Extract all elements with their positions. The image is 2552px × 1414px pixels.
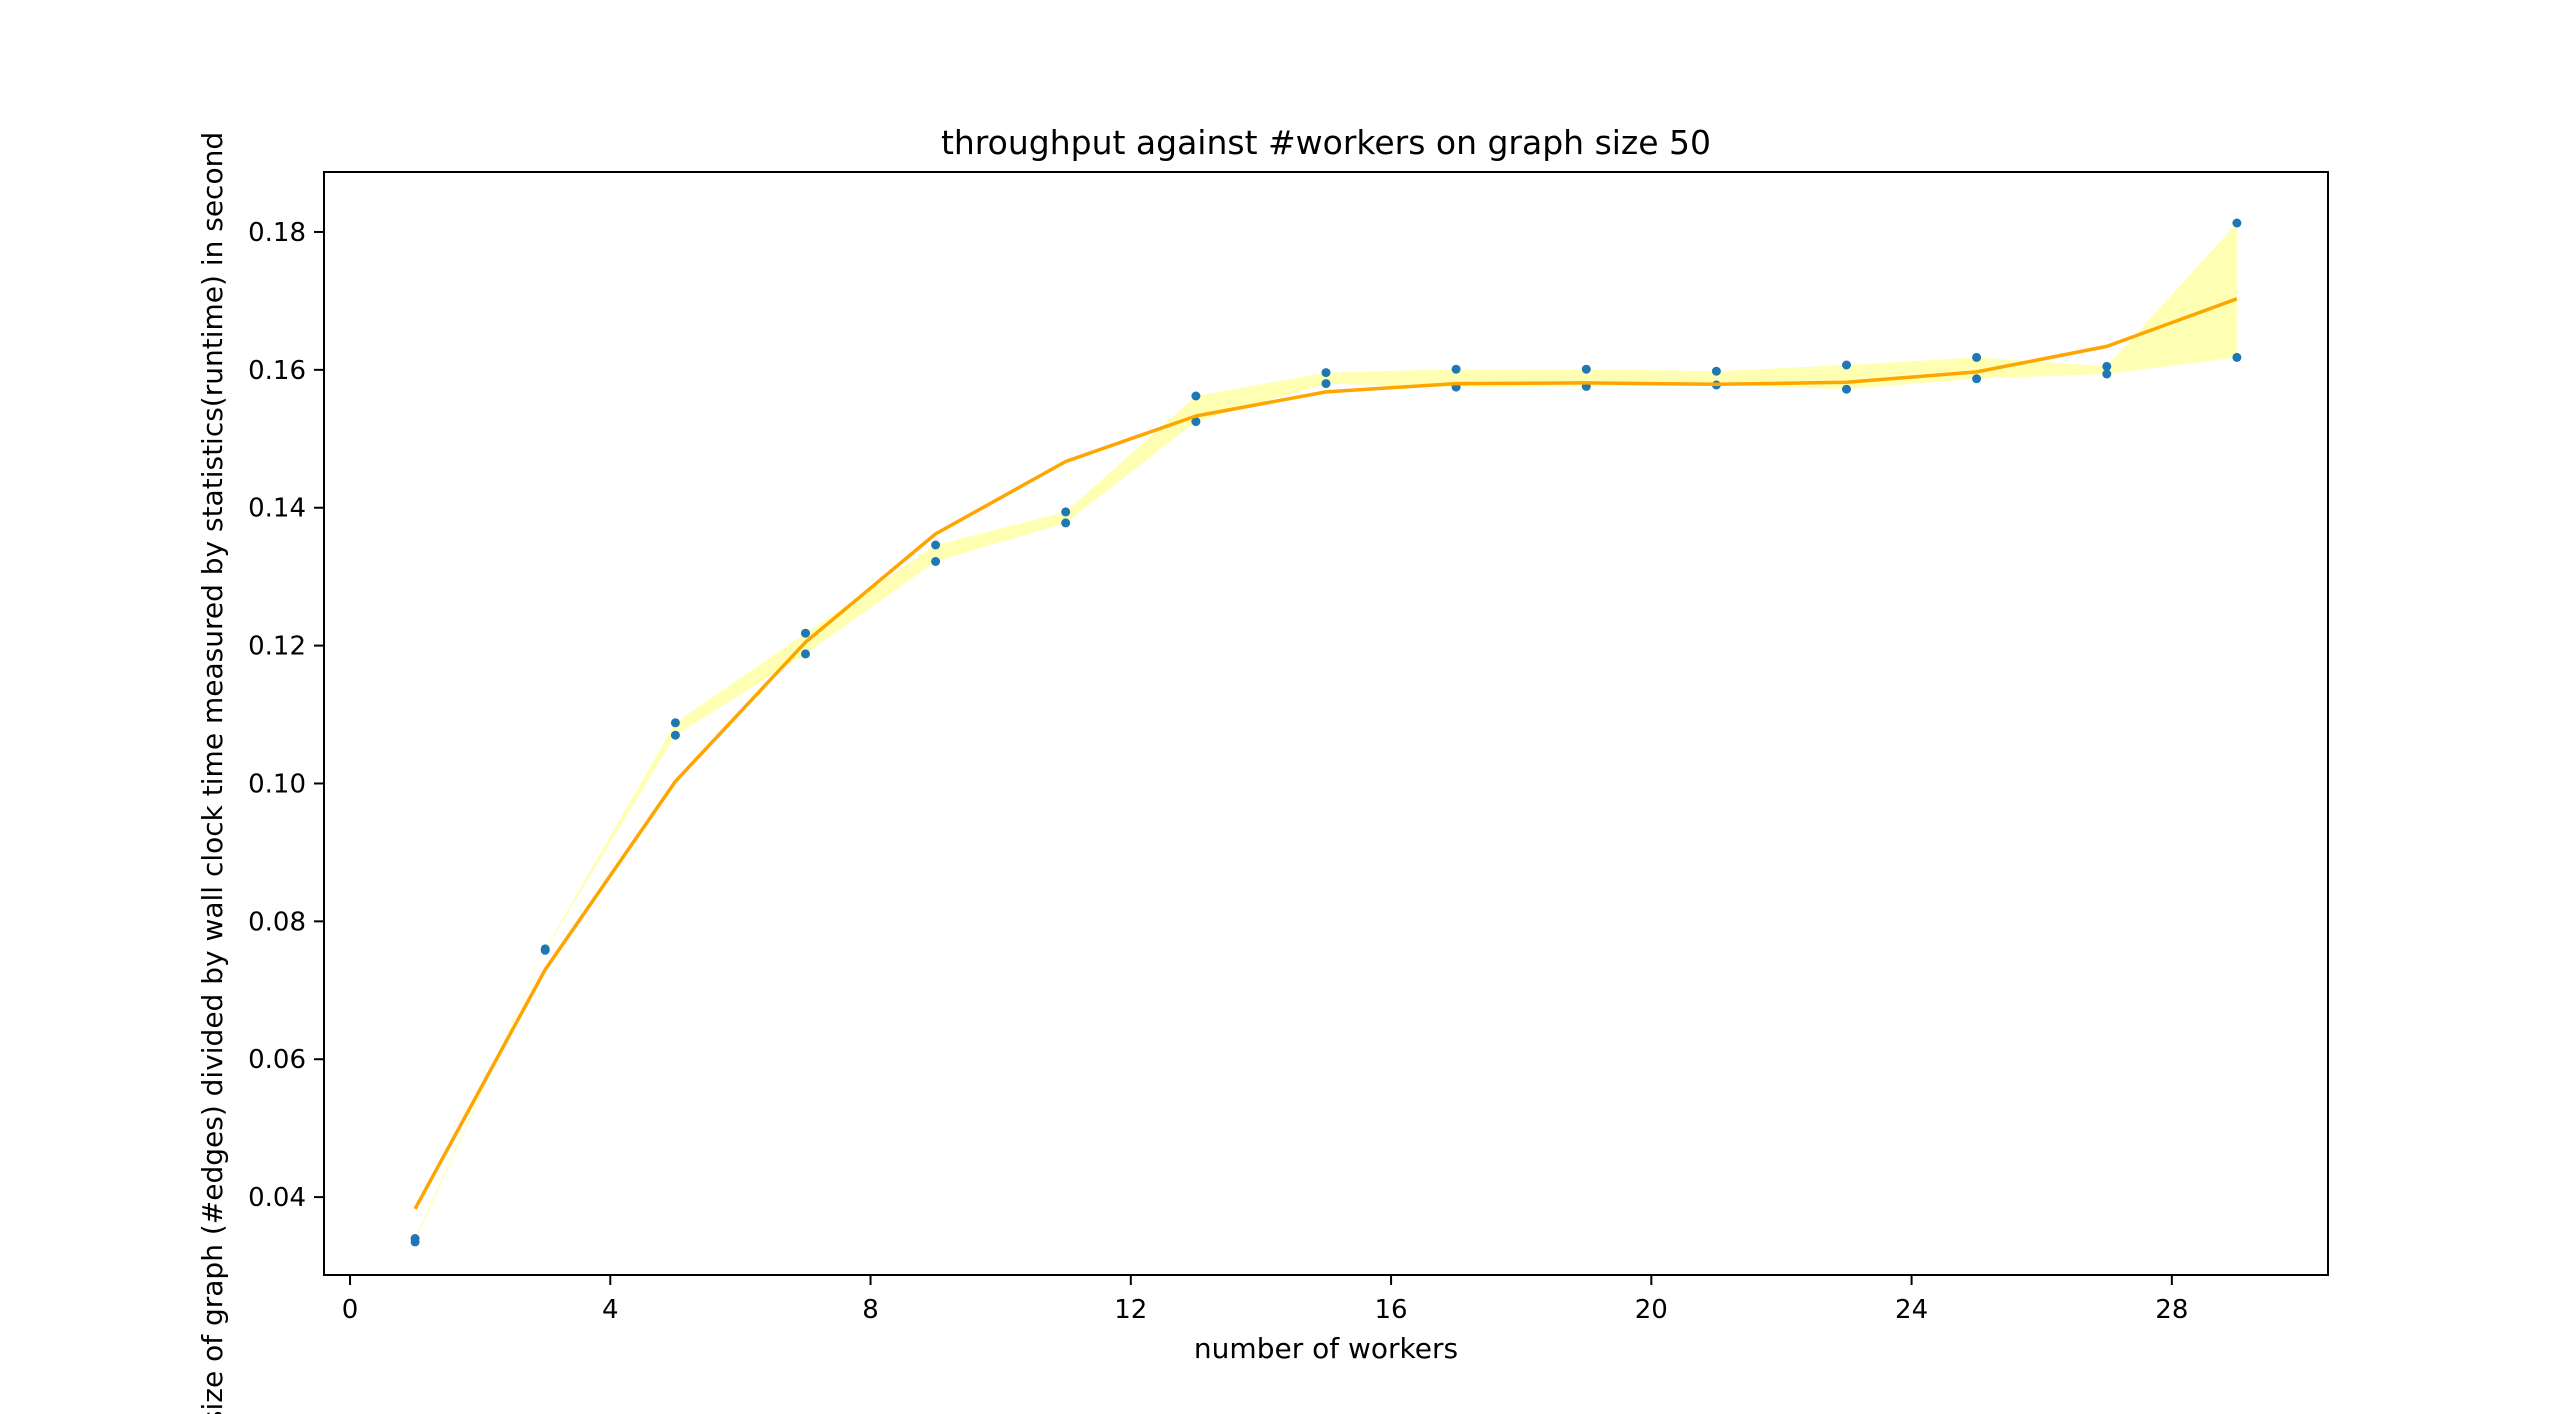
y-tick-label: 0.14 (248, 494, 306, 524)
data-point (1321, 379, 1331, 389)
y-axis-label: size of graph (#edges) divided by wall c… (196, 132, 229, 1414)
data-point (801, 628, 810, 638)
x-tick-label: 4 (602, 1295, 619, 1325)
data-point (1842, 360, 1851, 370)
x-tick-label: 28 (2155, 1295, 2188, 1325)
x-tick-label: 20 (1635, 1295, 1668, 1325)
axes-frame (323, 171, 2329, 1276)
x-axis-label: number of workers (1194, 1332, 1458, 1365)
y-tick-label: 0.10 (248, 769, 306, 799)
chart-title: throughput against #workers on graph siz… (941, 123, 1711, 162)
data-point (931, 557, 941, 566)
fit-line (413, 297, 2238, 1210)
data-point (931, 540, 941, 550)
data-point (1972, 352, 1982, 362)
x-tick-label: 12 (1114, 1295, 1147, 1325)
y-tick-label: 0.16 (248, 356, 306, 386)
x-axis-ticks: 0 4 8 12 16 20 24 28 (342, 1275, 2188, 1325)
y-axis-ticks: 0.04 0.06 0.08 0.10 0.12 0.14 0.16 0.18 (248, 218, 324, 1213)
data-point (1842, 384, 1851, 394)
data-point (1711, 366, 1721, 376)
data-point (1061, 518, 1071, 528)
data-point (1972, 374, 1982, 384)
data-point (670, 718, 680, 728)
x-tick-label: 24 (1895, 1295, 1928, 1325)
data-point (410, 1234, 420, 1243)
x-tick-label: 0 (342, 1295, 359, 1325)
data-point (1321, 368, 1331, 378)
data-point (2102, 369, 2112, 379)
data-point (1061, 507, 1071, 517)
y-tick-label: 0.08 (248, 907, 306, 937)
data-point (1581, 364, 1591, 374)
data-point (670, 730, 680, 740)
x-tick-label: 8 (862, 1295, 879, 1325)
y-tick-label: 0.06 (248, 1045, 306, 1075)
x-tick-label: 16 (1375, 1295, 1408, 1325)
data-point (1451, 364, 1461, 374)
data-point (2102, 361, 2112, 371)
y-tick-label: 0.12 (248, 632, 306, 662)
data-point (801, 649, 810, 659)
data-point (1191, 391, 1201, 401)
data-point (2232, 352, 2242, 362)
data-points (410, 218, 2242, 1247)
data-point (540, 944, 550, 954)
data-point (2232, 218, 2242, 228)
data-point (1191, 417, 1201, 427)
plot-area (410, 218, 2242, 1247)
y-tick-label: 0.04 (248, 1183, 306, 1213)
y-tick-label: 0.18 (248, 218, 306, 248)
